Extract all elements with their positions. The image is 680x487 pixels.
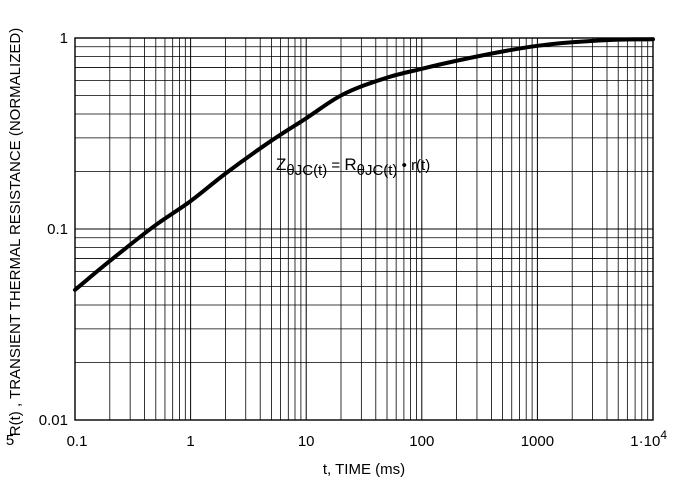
- y-tick-label: 0.01: [39, 412, 68, 429]
- x-tick-label: 1000: [521, 433, 554, 450]
- annotation-r: R: [344, 155, 356, 174]
- plot-frame: [74, 37, 654, 421]
- x-tick-label: 10: [298, 433, 315, 450]
- x-tick-labels: 0.1 1 10 100 1000 1·104: [67, 428, 668, 450]
- x-tick-label: 1·104: [630, 428, 667, 450]
- x-tick-label: 100: [409, 433, 434, 450]
- annotation-z-subscript: θJC(t): [286, 162, 327, 179]
- y-tick-label: 0.1: [47, 221, 68, 238]
- y-tick-label: 1: [60, 30, 68, 47]
- annotation-equals: =: [327, 157, 344, 174]
- x-tick-label: 0.1: [67, 433, 88, 450]
- equation-annotation: ZθJC(t) = RθJC(t) • r(t): [276, 155, 430, 179]
- annotation-r-subscript: θJC(t): [357, 162, 398, 179]
- annotation-dot: •: [397, 157, 411, 174]
- series-line: [73, 37, 655, 292]
- annotation-rt: r(t): [411, 157, 430, 174]
- grid: [75, 38, 653, 420]
- annotation-z: Z: [276, 155, 286, 174]
- y-axis-label: R(t) , TRANSIENT THERMAL RESISTANCE (NOR…: [7, 28, 24, 436]
- y-tick-labels: 1 0.1 0.01: [39, 30, 68, 429]
- x-axis-label: t, TIME (ms): [323, 461, 405, 478]
- stray-label: 5: [6, 432, 14, 449]
- x-tick-label: 1: [186, 433, 194, 450]
